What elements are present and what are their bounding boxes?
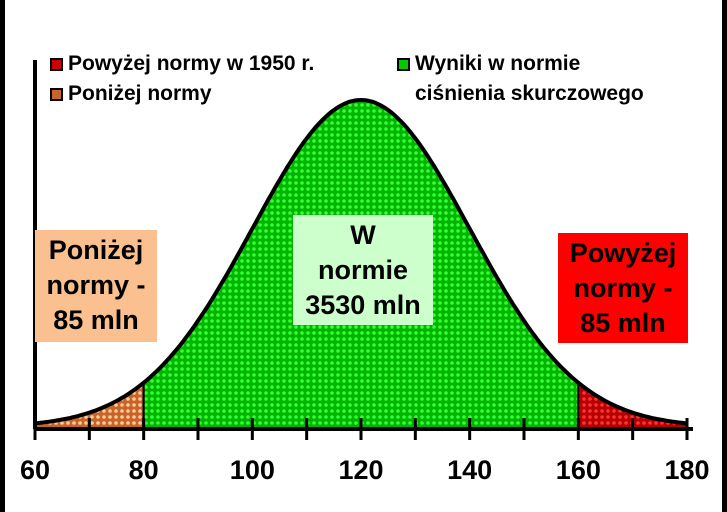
annotation-line: 3530 mln	[305, 290, 421, 320]
annotation-normal: W normie 3530 mln	[293, 215, 433, 325]
annotation-above: Powyżej normy - 85 mln	[558, 233, 688, 343]
legend-item-normal-line2: ciśnienia skurczowego	[415, 82, 644, 105]
x-tick-label: 100	[229, 455, 275, 485]
annotation-below: Poniżej normy - 85 mln	[35, 230, 157, 342]
x-tick-label: 60	[19, 455, 51, 485]
annotation-line: Poniżej	[48, 235, 144, 265]
region-above	[578, 382, 687, 427]
legend-label: Wyniki w normie	[415, 52, 581, 75]
legend-swatch-red	[50, 58, 63, 71]
legend-item-above: Powyżej normy w 1950 r.	[50, 52, 314, 76]
x-tick-label: 140	[447, 455, 493, 485]
annotation-line: normy -	[46, 270, 146, 300]
annotation-line: Powyżej	[569, 238, 677, 268]
x-tick-label: 160	[555, 455, 601, 485]
annotation-line: normie	[317, 255, 409, 285]
annotation-line: W	[350, 220, 376, 250]
legend-label: Poniżej normy	[68, 82, 212, 105]
legend-label: Powyżej normy w 1950 r.	[68, 52, 315, 75]
region-below	[35, 382, 144, 427]
legend-item-normal: Wyniki w normie	[397, 52, 580, 76]
bell-curve	[34, 97, 688, 426]
x-tick-label: 180	[664, 455, 710, 485]
annotation-line: normy -	[573, 273, 673, 303]
legend-item-below: Poniżej normy	[50, 82, 212, 106]
x-tick-label: 120	[338, 455, 384, 485]
legend-swatch-green	[397, 58, 410, 71]
legend-swatch-orange	[50, 88, 63, 101]
x-tick-label: 80	[128, 455, 159, 485]
annotation-line: 85 mln	[580, 308, 666, 338]
annotation-line: 85 mln	[53, 305, 139, 335]
